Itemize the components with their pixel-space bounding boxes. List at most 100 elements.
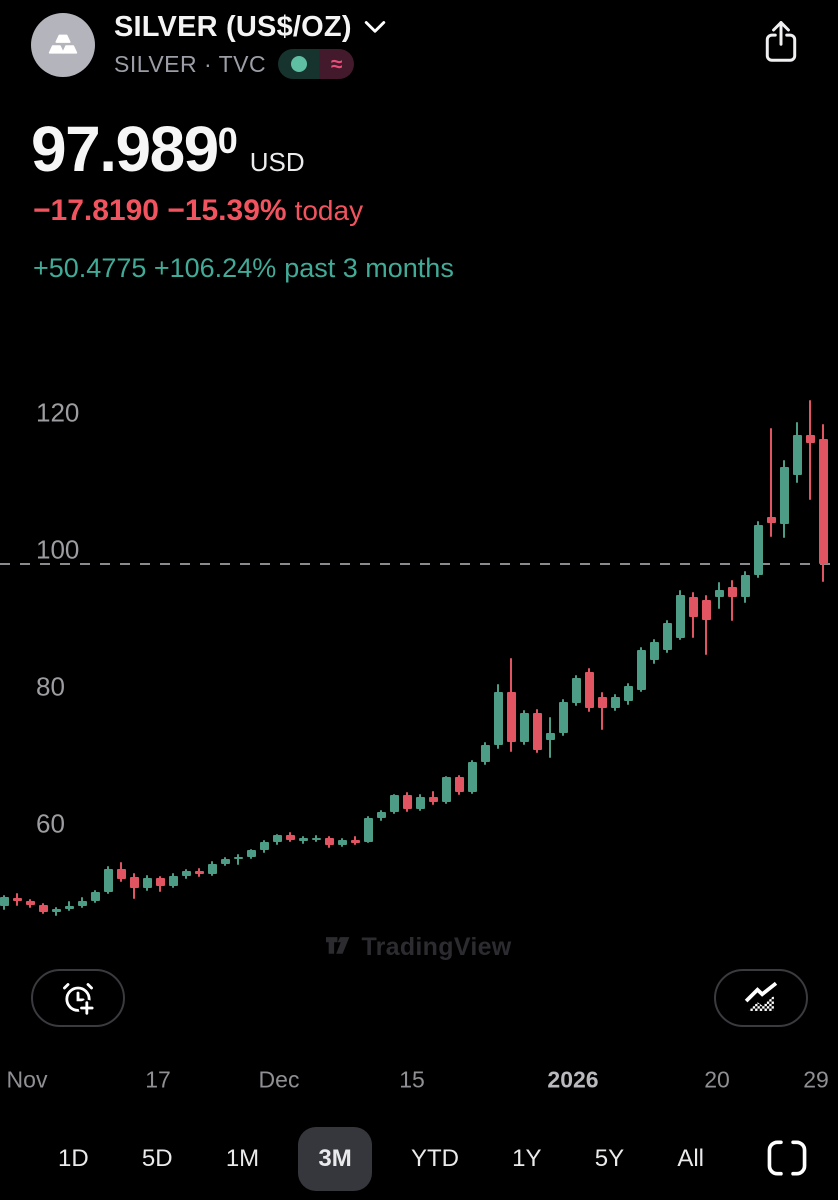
candle-up <box>480 745 490 763</box>
x-axis-label: 2026 <box>547 1066 599 1093</box>
price-chart[interactable]: 120 100 80 60 TradingView <box>0 380 838 970</box>
alarm-plus-icon <box>63 983 96 1017</box>
timeframe-1m[interactable]: 1M <box>212 1127 273 1191</box>
candle-up <box>493 691 503 746</box>
candle-down <box>805 434 815 444</box>
candle-down <box>25 901 35 905</box>
candle-up <box>558 702 568 733</box>
candle-up <box>272 834 282 842</box>
candle-up <box>233 856 243 860</box>
candle-down <box>285 834 295 841</box>
candle-up <box>207 863 217 874</box>
y-axis-label: 120 <box>36 397 80 428</box>
current-price: 97.989 <box>31 113 219 185</box>
candle-up <box>740 574 750 598</box>
chart-style-button[interactable] <box>714 969 808 1027</box>
timeframe-1d[interactable]: 1D <box>44 1127 103 1191</box>
change-today-value: −17.8190 −15.39% <box>33 194 287 227</box>
timeframe-5y[interactable]: 5Y <box>581 1127 638 1191</box>
candle-up <box>649 641 659 661</box>
candle-up <box>220 858 230 864</box>
x-axis-label: 29 <box>803 1066 829 1093</box>
market-status-badge: ≈ <box>278 49 355 79</box>
candle-up <box>168 876 178 887</box>
candle-up-wick <box>237 854 239 866</box>
candle-up <box>376 811 386 818</box>
candle-down-wick <box>601 692 603 731</box>
candle-up <box>571 678 581 703</box>
candle-up <box>77 900 87 906</box>
timeframe-all[interactable]: All <box>663 1127 718 1191</box>
candle-down <box>506 691 516 742</box>
fullscreen-button[interactable] <box>764 1136 810 1180</box>
candle-down-wick <box>705 594 707 655</box>
symbol-header[interactable]: SILVER (US$/OZ) <box>114 11 386 44</box>
candle-down <box>597 697 607 708</box>
candle-up <box>636 650 646 690</box>
candle-down-wick <box>770 428 772 537</box>
symbol-logo <box>31 13 95 77</box>
candle-up <box>311 837 321 841</box>
share-button[interactable] <box>760 18 802 66</box>
candle-down-wick <box>809 399 811 500</box>
tradingview-logo-icon <box>326 937 350 954</box>
candle-up <box>337 840 347 846</box>
candle-down <box>12 897 22 902</box>
candle-down <box>454 777 464 792</box>
candle-down <box>727 586 737 598</box>
candle-down <box>818 439 828 564</box>
add-alert-button[interactable] <box>31 969 125 1027</box>
candle-up <box>363 817 373 842</box>
chevron-down-icon <box>364 20 385 33</box>
timeframe-ytd[interactable]: YTD <box>397 1127 473 1191</box>
candle-up <box>779 467 789 524</box>
candle-up <box>441 777 451 803</box>
change-3m-period: past 3 months <box>284 253 454 283</box>
area-chart-icon <box>744 981 778 1011</box>
currency-label: USD <box>249 147 305 177</box>
candle-down <box>350 840 360 843</box>
candle-down <box>129 877 139 889</box>
candle-up <box>662 623 672 650</box>
symbol-title: SILVER (US$/OZ) <box>114 11 352 43</box>
x-axis-label: 20 <box>704 1066 730 1093</box>
change-today: −17.8190 −15.39% today <box>33 194 363 228</box>
candle-down <box>584 671 594 709</box>
y-axis-label: 60 <box>36 808 65 839</box>
candle-up <box>298 838 308 841</box>
candle-up <box>259 841 269 851</box>
x-axis-label: Dec <box>258 1066 300 1093</box>
candle-up <box>714 589 724 597</box>
candle-up <box>246 850 256 857</box>
candle-down <box>402 795 412 809</box>
delayed-data-icon: ≈ <box>319 49 355 79</box>
candle-up <box>545 732 555 741</box>
candle-down <box>116 869 126 879</box>
candle-up <box>103 869 113 892</box>
price-superscript: 0 <box>217 120 238 161</box>
timeframe-1y[interactable]: 1Y <box>498 1127 555 1191</box>
fullscreen-icon <box>767 1140 807 1176</box>
market-open-indicator <box>278 49 320 79</box>
candle-up <box>90 891 100 901</box>
x-axis-label: 17 <box>145 1066 171 1093</box>
timeframe-3m[interactable]: 3M <box>298 1127 372 1191</box>
price-row: 97.9890 USD <box>31 112 305 186</box>
watermark: TradingView <box>0 933 838 962</box>
candle-up <box>675 595 685 638</box>
y-axis-label: 80 <box>36 671 65 702</box>
current-price-line <box>0 562 838 565</box>
timeframe-5d[interactable]: 5D <box>128 1127 187 1191</box>
candle-down <box>194 871 204 874</box>
candle-up <box>64 905 74 909</box>
candle-down <box>428 796 438 803</box>
x-axis-label: Nov <box>6 1066 48 1093</box>
candle-up <box>623 685 633 701</box>
candle-up <box>415 796 425 809</box>
candle-up <box>181 871 191 877</box>
candle-up <box>519 713 529 742</box>
symbol-subtitle-row: SILVER · TVC ≈ <box>114 49 355 79</box>
candle-down <box>688 597 698 618</box>
silver-ingots-icon <box>48 34 78 54</box>
